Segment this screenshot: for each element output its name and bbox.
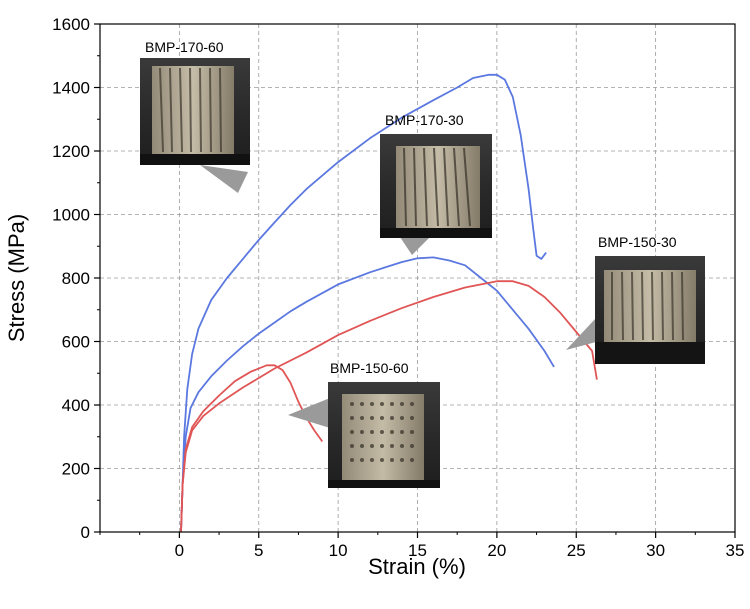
- specimen-photo: [140, 58, 250, 165]
- plot-frame: [99, 23, 736, 533]
- x-tick-label: 0: [175, 541, 184, 560]
- x-tick-label: 35: [726, 541, 745, 560]
- y-tick-label: 1400: [52, 79, 90, 98]
- y-tick-label: 800: [62, 269, 90, 288]
- specimen-photo: [595, 256, 705, 364]
- callout-bmp-170-30: BMP-170-30: [380, 112, 492, 255]
- series-line-bmp-170-30: [180, 256, 555, 532]
- annotation-label: BMP-150-60: [330, 360, 409, 376]
- callout-bmp-170-60: BMP-170-60: [140, 39, 250, 193]
- tick-labels: 0 5 10 15 20 25 30 35 0 200 400 600 800 1000 1200 1400 1…: [52, 15, 744, 560]
- callout-pointer: [288, 398, 330, 428]
- y-tick-label: 1000: [52, 206, 90, 225]
- y-tick-label: 0: [81, 523, 90, 542]
- x-tick-label: 15: [408, 541, 427, 560]
- y-tick-label: 1600: [52, 15, 90, 34]
- x-tick-label: 10: [329, 541, 348, 560]
- specimen-photo: [380, 134, 492, 238]
- series-lines: [180, 73, 598, 532]
- y-axis-title: Stress (MPa): [4, 214, 29, 342]
- y-tick-label: 600: [62, 333, 90, 352]
- annotation-label: BMP-150-30: [598, 234, 677, 250]
- series-line-bmp-150-30: [180, 280, 598, 532]
- y-tick-label: 200: [62, 460, 90, 479]
- callout-bmp-150-30: BMP-150-30: [566, 234, 705, 364]
- series-line-bmp-170-60: [180, 73, 547, 532]
- annotation-label: BMP-170-60: [145, 39, 224, 55]
- callout-pointer: [400, 237, 430, 255]
- x-tick-label: 30: [646, 541, 665, 560]
- callout-bmp-150-60: BMP-150-60: [288, 360, 440, 488]
- x-tick-label: 20: [487, 541, 506, 560]
- series-line-bmp-150-60: [180, 364, 324, 532]
- callout-pointer: [566, 318, 596, 350]
- y-tick-label: 1200: [52, 142, 90, 161]
- callout-pointer: [200, 165, 248, 193]
- x-tick-label: 25: [567, 541, 586, 560]
- x-axis-title: Strain (%): [368, 554, 466, 579]
- y-tick-label: 400: [62, 396, 90, 415]
- specimen-photo: [328, 382, 440, 488]
- annotation-label: BMP-170-30: [385, 112, 464, 128]
- x-tick-label: 5: [254, 541, 263, 560]
